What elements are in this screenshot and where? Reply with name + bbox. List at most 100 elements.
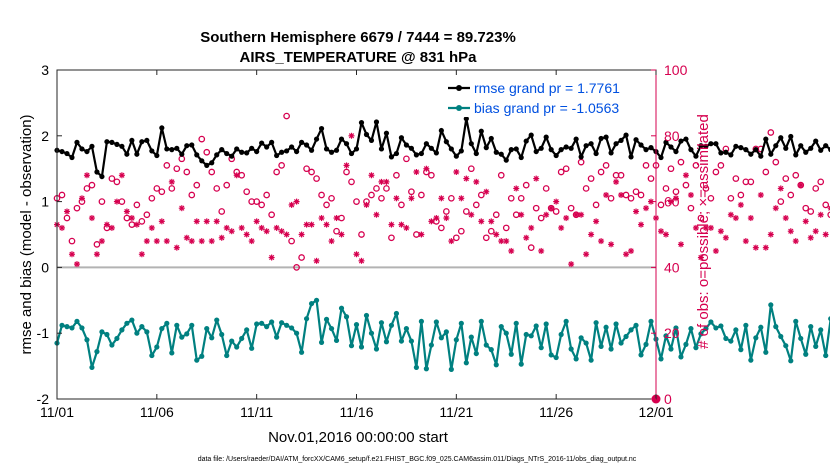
assimilated-obs-point (812, 228, 819, 235)
possible-obs-point (787, 191, 795, 199)
rmse-point (318, 125, 325, 132)
bias-point (743, 322, 749, 328)
rmse-point (144, 137, 150, 144)
rmse-point (678, 138, 684, 144)
x-tick-label: 11/06 (140, 404, 174, 420)
rmse-point (74, 139, 80, 145)
assimilated-obs-point (717, 228, 724, 235)
bias-point (768, 302, 774, 308)
rmse-point (323, 146, 330, 152)
possible-obs-point (632, 188, 640, 196)
assimilated-obs-point (488, 218, 495, 225)
possible-obs-point (148, 194, 156, 202)
assimilated-obs-point (73, 261, 80, 268)
rmse-point (588, 141, 594, 147)
bias-point (189, 322, 195, 328)
possible-obs-point (707, 194, 715, 202)
possible-obs-point (223, 181, 231, 189)
assimilated-obs-point (328, 238, 335, 245)
assimilated-obs-point (583, 251, 590, 258)
rmse-point (199, 158, 205, 164)
rmse-point (184, 143, 190, 149)
x-tick-label: 11/26 (539, 404, 573, 420)
assimilated-obs-point (672, 195, 679, 202)
possible-obs-point (792, 171, 800, 179)
assimilated-obs-point (198, 238, 205, 245)
assimilated-obs-point (588, 231, 595, 238)
y-right-tick-label: 40 (664, 259, 680, 275)
possible-obs-point (517, 194, 525, 202)
assimilated-obs-point (338, 231, 345, 238)
possible-obs-point (138, 217, 146, 225)
assimilated-obs-point (603, 192, 610, 199)
rmse-point (204, 162, 210, 169)
bias-point (733, 327, 739, 333)
assimilated-obs-point (473, 178, 480, 185)
assimilated-obs-point (747, 215, 754, 222)
assimilated-obs-point (643, 205, 650, 212)
possible-obs-point (522, 181, 530, 189)
assimilated-obs-point (722, 234, 729, 241)
rmse-point (633, 137, 639, 143)
bias-point (813, 343, 819, 349)
bias-point (109, 342, 115, 348)
assimilated-obs-point (78, 195, 85, 202)
bias-point (89, 364, 95, 371)
bias-point (593, 320, 599, 326)
possible-obs-point (602, 162, 610, 169)
bias-point (338, 305, 345, 311)
possible-obs-point (98, 198, 106, 205)
bias-point (608, 346, 614, 352)
rmse-point (189, 142, 195, 148)
bias-point (234, 344, 240, 350)
rmse-point (778, 135, 784, 141)
bias-point (144, 329, 150, 335)
assimilated-obs-point (298, 231, 305, 238)
assimilated-obs-point (63, 208, 70, 215)
rmse-point (348, 150, 355, 157)
rmse-point (308, 147, 315, 153)
possible-obs-point (812, 185, 820, 192)
assimilated-obs-point (458, 195, 465, 202)
possible-obs-point (203, 148, 211, 156)
bias-point (798, 335, 804, 342)
y-left-tick-label: -1 (37, 325, 50, 341)
possible-obs-point (378, 194, 385, 202)
possible-obs-point (582, 185, 590, 192)
possible-obs-point (772, 158, 780, 166)
bias-point (259, 320, 265, 326)
rmse-point (563, 144, 569, 150)
possible-obs-point (183, 168, 191, 176)
bias-point (393, 310, 400, 317)
assimilated-obs-point (218, 234, 225, 241)
assimilated-obs-point (228, 228, 235, 235)
rmse-point (623, 132, 629, 138)
assimilated-obs-point (428, 218, 435, 225)
rmse-point (723, 149, 729, 155)
assimilated-obs-point (767, 231, 774, 238)
assimilated-obs-point (128, 215, 135, 222)
bias-point (318, 339, 325, 346)
possible-obs-point (298, 254, 305, 261)
assimilated-obs-point (343, 162, 350, 169)
bias-point (658, 356, 664, 362)
rmse-point (249, 145, 255, 151)
rmse-point (813, 138, 819, 144)
bias-point (368, 330, 375, 336)
rmse-point (693, 153, 699, 159)
x-axis-label: Nov.01,2016 00:00:00 start (268, 429, 449, 446)
rmse-point (508, 147, 514, 153)
bias-point (533, 323, 539, 329)
rmse-point (388, 154, 395, 160)
possible-obs-point (243, 188, 251, 196)
possible-obs-point (63, 214, 71, 222)
rmse-point (79, 146, 85, 152)
bias-legend-marker (456, 105, 462, 111)
rmse-point (244, 150, 250, 156)
assimilated-obs-point (633, 208, 640, 215)
bias-point (638, 352, 644, 358)
bias-point (443, 329, 449, 335)
rmse-point (768, 151, 774, 157)
rmse-point (483, 145, 489, 151)
rmse-point (713, 141, 719, 147)
